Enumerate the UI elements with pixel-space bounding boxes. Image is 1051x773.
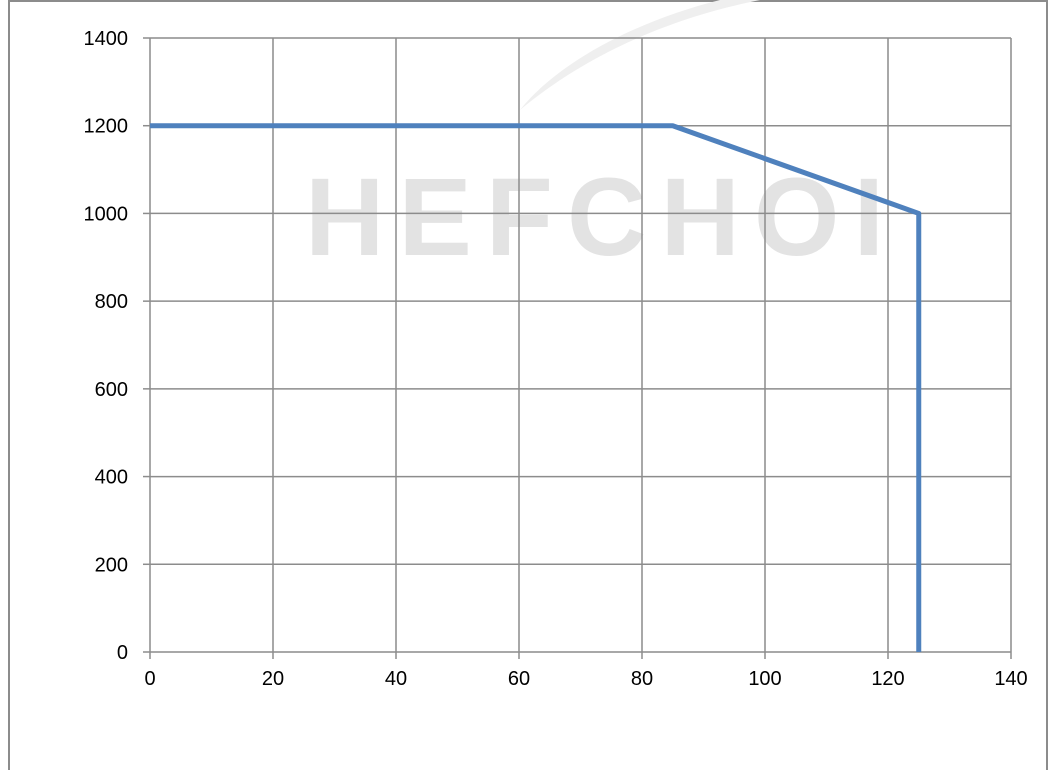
- axes: [143, 37, 1012, 659]
- x-tick-label: 20: [262, 668, 284, 690]
- watermark-swoosh-mark: [520, 0, 760, 110]
- y-tick-labels: 0 200 400 600 800 1000 1200 1400: [84, 28, 129, 664]
- y-tick-label: 400: [95, 467, 128, 489]
- y-tick-label: 1000: [84, 203, 129, 225]
- y-tick-label: 200: [95, 554, 128, 576]
- x-tick-label: 40: [385, 668, 407, 690]
- x-tick-labels: 0 20 40 60 80 100 120 140: [144, 668, 1027, 690]
- x-tick-label: 80: [631, 668, 653, 690]
- y-tick-label: 800: [95, 291, 128, 313]
- y-tick-label: 600: [95, 379, 128, 401]
- series-layer: [150, 123, 922, 652]
- x-tick-label: 140: [994, 668, 1027, 690]
- series-line: [150, 123, 922, 652]
- x-tick-label: 120: [871, 668, 904, 690]
- y-tick-label: 0: [117, 642, 128, 664]
- y-tick-label: 1400: [84, 28, 129, 50]
- x-tick-label: 60: [508, 668, 530, 690]
- x-tick-label: 0: [144, 668, 155, 690]
- watermark: HEFCHOI: [305, 0, 898, 279]
- watermark-text: HEFCHOI: [305, 156, 898, 279]
- grid: [150, 37, 1012, 652]
- chart-frame: [8, 0, 1048, 770]
- y-tick-label: 1200: [84, 116, 129, 138]
- x-tick-label: 100: [748, 668, 781, 690]
